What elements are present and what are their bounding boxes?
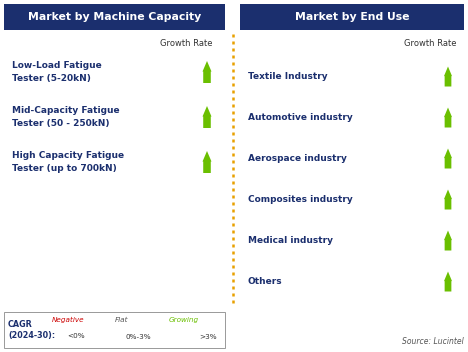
Text: Market by Machine Capacity: Market by Machine Capacity bbox=[28, 12, 201, 22]
Polygon shape bbox=[444, 189, 452, 209]
Polygon shape bbox=[203, 106, 212, 128]
Polygon shape bbox=[444, 271, 452, 291]
Text: Market by End Use: Market by End Use bbox=[295, 12, 409, 22]
Polygon shape bbox=[114, 333, 132, 341]
Text: Mid-Capacity Fatigue
Tester (50 - 250kN): Mid-Capacity Fatigue Tester (50 - 250kN) bbox=[12, 106, 120, 128]
Text: Growth Rate: Growth Rate bbox=[403, 38, 456, 48]
FancyBboxPatch shape bbox=[4, 312, 225, 348]
Text: >3%: >3% bbox=[199, 334, 217, 340]
Polygon shape bbox=[197, 329, 204, 344]
Text: <0%: <0% bbox=[67, 333, 85, 339]
Text: Medical industry: Medical industry bbox=[248, 236, 333, 245]
Polygon shape bbox=[444, 231, 452, 251]
FancyBboxPatch shape bbox=[240, 4, 464, 30]
Text: Textile Industry: Textile Industry bbox=[248, 72, 328, 81]
Text: Flat: Flat bbox=[115, 317, 129, 323]
Text: Growth Rate: Growth Rate bbox=[161, 38, 213, 48]
Text: 0%-3%: 0%-3% bbox=[125, 334, 151, 340]
Text: Aerospace industry: Aerospace industry bbox=[248, 154, 347, 163]
Text: Automotive industry: Automotive industry bbox=[248, 113, 353, 122]
Polygon shape bbox=[203, 151, 212, 173]
FancyBboxPatch shape bbox=[240, 30, 464, 307]
Text: High Capacity Fatigue
Tester (up to 700kN): High Capacity Fatigue Tester (up to 700k… bbox=[12, 151, 124, 173]
Text: Negative: Negative bbox=[51, 317, 84, 323]
Polygon shape bbox=[444, 149, 452, 169]
Polygon shape bbox=[203, 61, 212, 83]
FancyBboxPatch shape bbox=[4, 30, 225, 307]
Polygon shape bbox=[444, 107, 452, 127]
Text: Low-Load Fatigue
Tester (5-20kN): Low-Load Fatigue Tester (5-20kN) bbox=[12, 61, 102, 83]
Polygon shape bbox=[60, 329, 67, 343]
Text: Others: Others bbox=[248, 277, 283, 286]
Polygon shape bbox=[444, 67, 452, 87]
Text: Source: Lucintel: Source: Lucintel bbox=[402, 337, 464, 346]
Text: Composites industry: Composites industry bbox=[248, 195, 353, 204]
Text: Growing: Growing bbox=[169, 317, 199, 323]
Text: CAGR
(2024-30):: CAGR (2024-30): bbox=[8, 320, 55, 340]
FancyBboxPatch shape bbox=[4, 4, 225, 30]
